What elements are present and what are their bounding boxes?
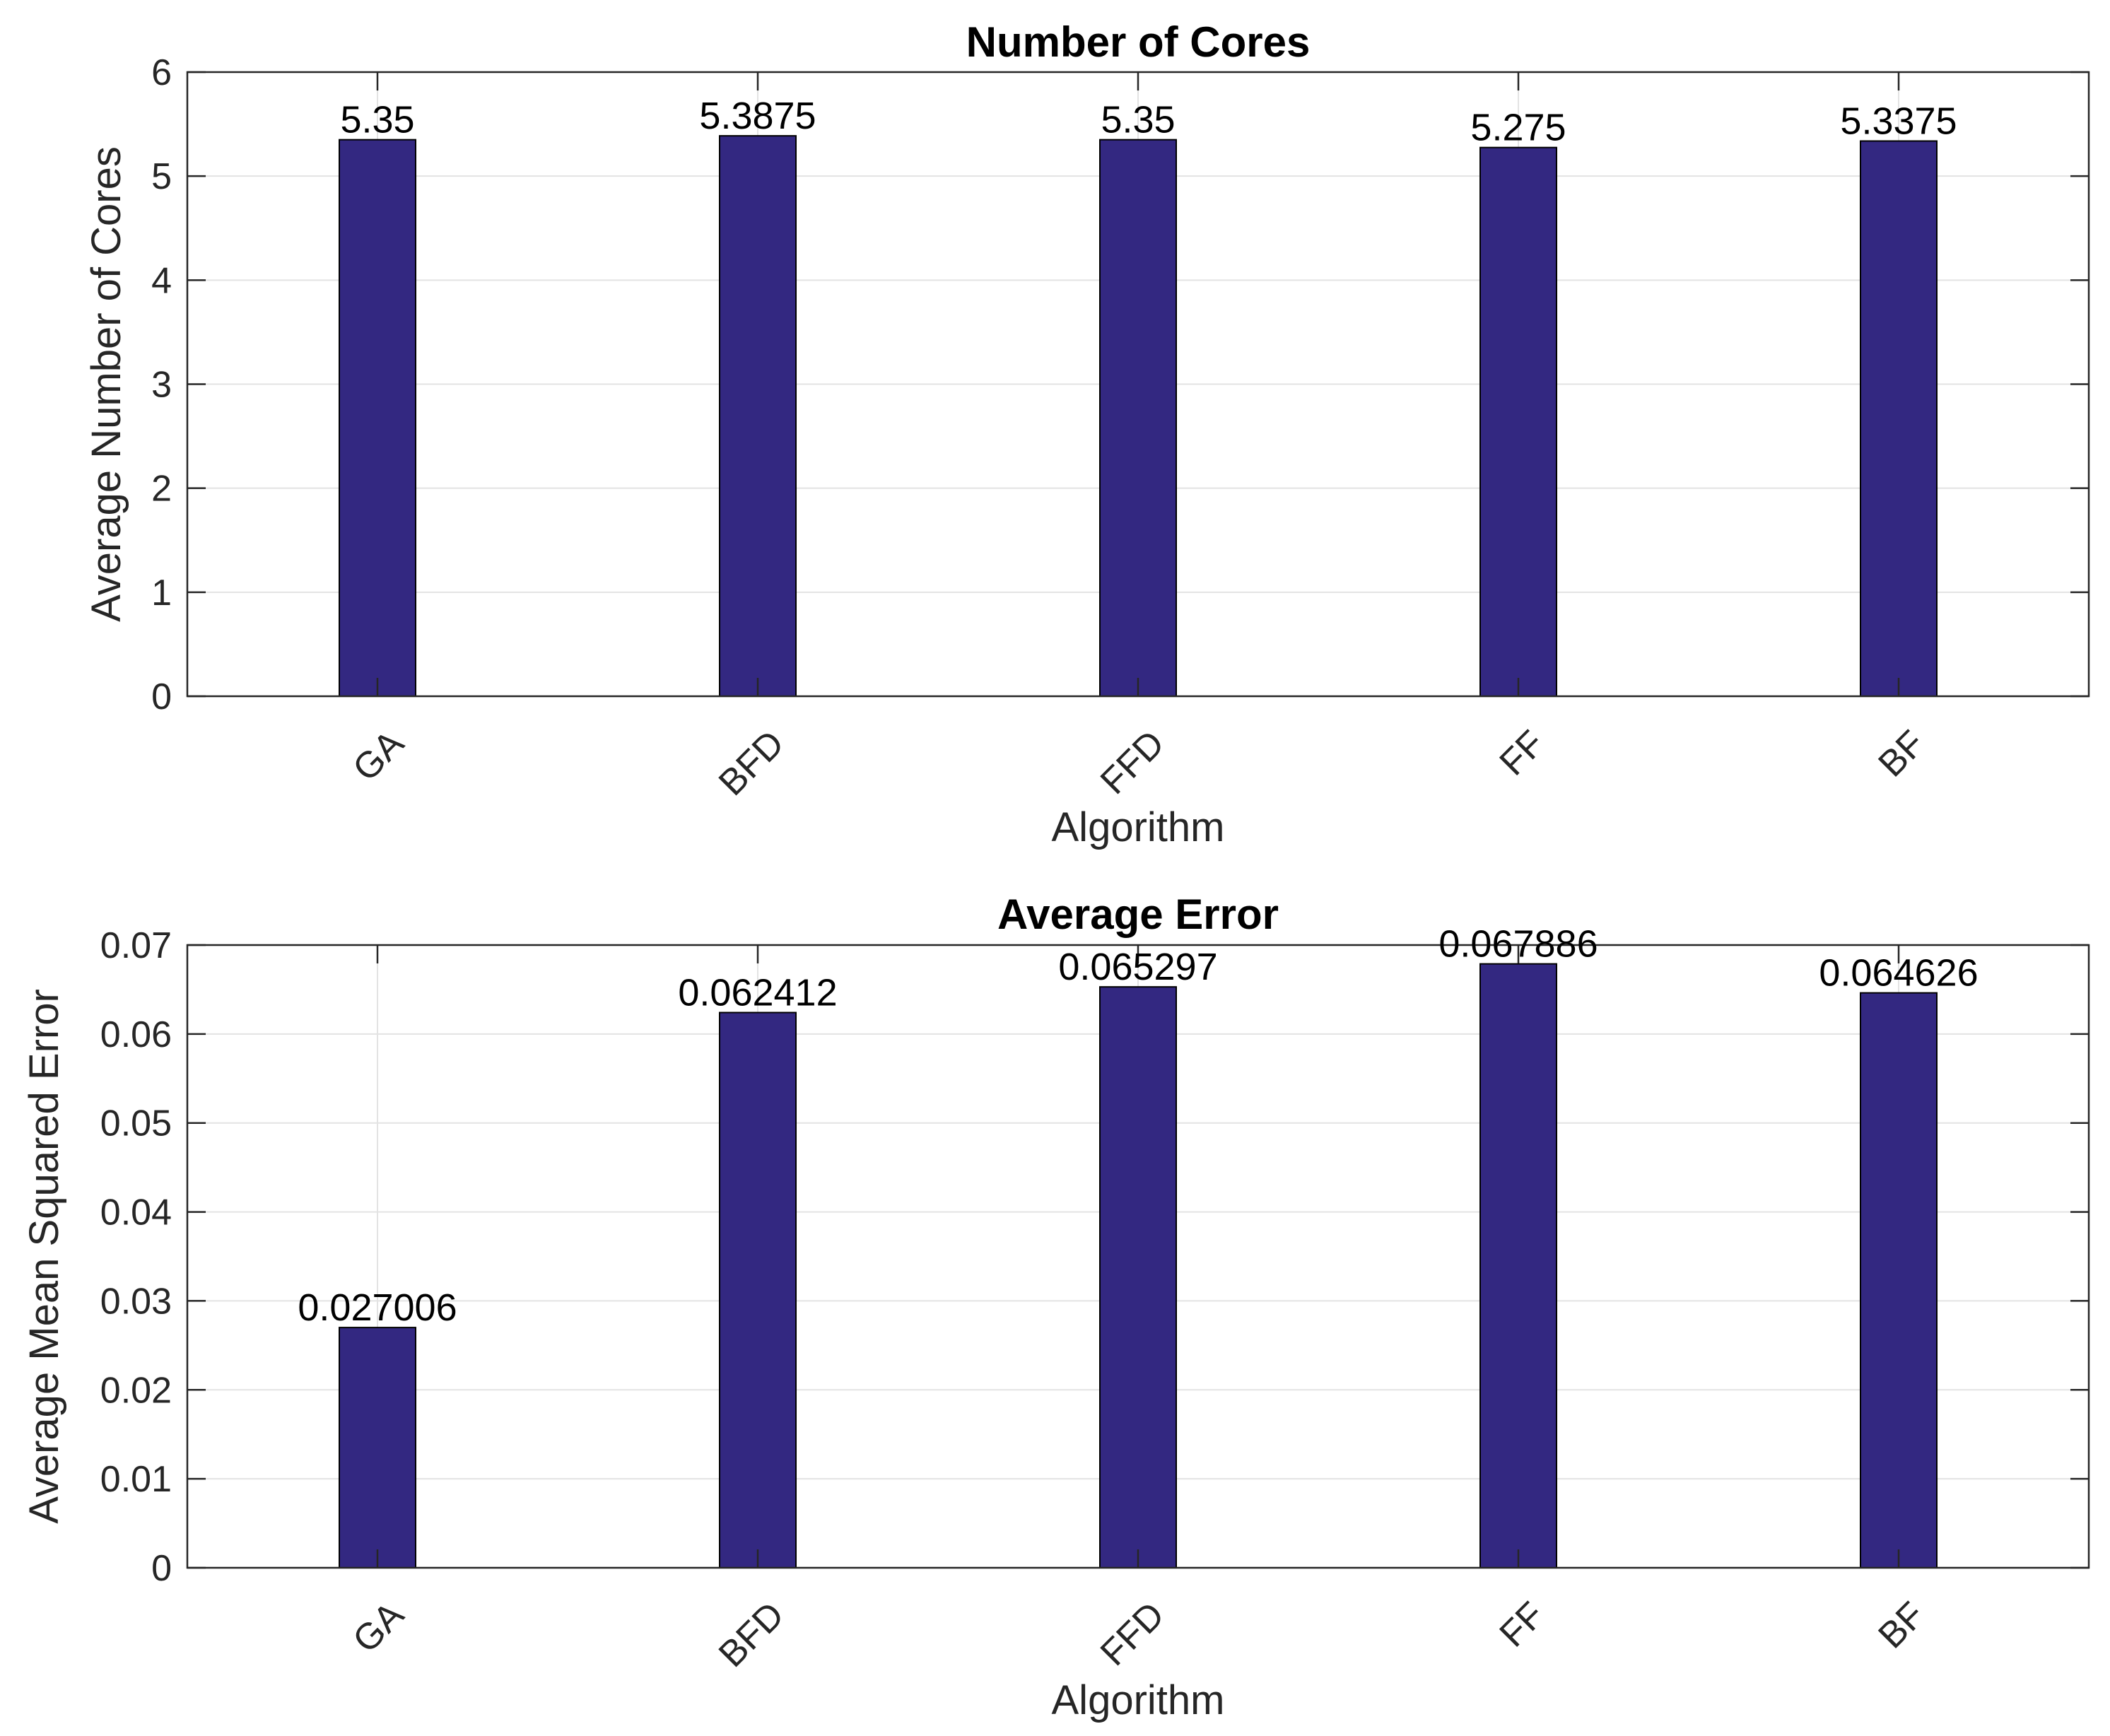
x-tick-label: FF <box>1492 722 1553 783</box>
y-axis-label: Average Number of Cores <box>83 146 129 622</box>
data-label: 0.067886 <box>1438 923 1598 966</box>
chart-title: Average Error <box>997 891 1279 938</box>
y-tick-label: 0 <box>151 676 172 717</box>
y-tick-label: 0.04 <box>100 1192 172 1233</box>
y-tick-label: 1 <box>151 573 172 614</box>
y-axis-label: Average Mean Squared Error <box>21 989 67 1524</box>
y-tick-label: 5 <box>151 156 172 197</box>
bar-ffd <box>1099 986 1177 1569</box>
y-tick-label: 6 <box>151 52 172 93</box>
y-tick-label: 4 <box>151 260 172 301</box>
bar-bfd <box>719 135 797 697</box>
bar-ga <box>339 139 416 698</box>
data-label: 5.35 <box>1101 99 1175 141</box>
data-label: 0.065297 <box>1058 946 1217 988</box>
y-tick-label: 0 <box>151 1548 172 1589</box>
bar-bf <box>1860 140 1938 697</box>
data-label: 0.027006 <box>298 1286 457 1329</box>
bar-ffd <box>1099 139 1177 698</box>
data-label: 5.3875 <box>699 95 816 137</box>
x-axis-label: Algorithm <box>1052 1677 1225 1723</box>
data-label: 5.275 <box>1470 107 1566 149</box>
y-tick-label: 0.01 <box>100 1459 172 1500</box>
y-tick-label: 0.05 <box>100 1103 172 1144</box>
x-tick-label: GA <box>345 722 411 789</box>
x-tick-label: BF <box>1871 1594 1933 1656</box>
bar-ff <box>1479 146 1557 697</box>
bar-bfd <box>719 1011 797 1568</box>
chart-title: Number of Cores <box>966 18 1311 66</box>
bar-ga <box>339 1327 416 1569</box>
data-label: 0.064626 <box>1819 952 1978 995</box>
x-tick-label: BFD <box>711 722 792 804</box>
data-label: 5.35 <box>340 99 414 141</box>
data-label: 0.062412 <box>678 972 837 1014</box>
y-tick-label: 0.06 <box>100 1014 172 1055</box>
bar-bf <box>1860 992 1938 1568</box>
x-tick-label: FFD <box>1093 1594 1172 1673</box>
x-tick-label: GA <box>345 1594 411 1660</box>
y-tick-label: 0.07 <box>100 925 172 966</box>
x-tick-label: BF <box>1871 722 1933 785</box>
x-tick-label: FFD <box>1093 722 1172 802</box>
y-tick-label: 3 <box>151 365 172 406</box>
y-tick-label: 0.02 <box>100 1370 172 1411</box>
chart-2: 0 0.01 0.02 0.03 0.04 0.05 0.06 0.07 GA BFD FFD FF B… <box>21 891 2090 1723</box>
x-axis-label: Algorithm <box>1052 804 1225 850</box>
x-tick-label: FF <box>1492 1594 1553 1655</box>
y-tick-label: 2 <box>151 469 172 510</box>
y-tick-label: 0.03 <box>100 1281 172 1322</box>
bar-ff <box>1479 963 1557 1568</box>
data-label: 5.3375 <box>1840 100 1957 142</box>
chart-1: 0 1 2 3 4 5 6 GA BFD FFD FF BF 5.35 5.3875 5.35 5.275 5.… <box>83 18 2090 850</box>
x-tick-label: BFD <box>711 1594 792 1675</box>
